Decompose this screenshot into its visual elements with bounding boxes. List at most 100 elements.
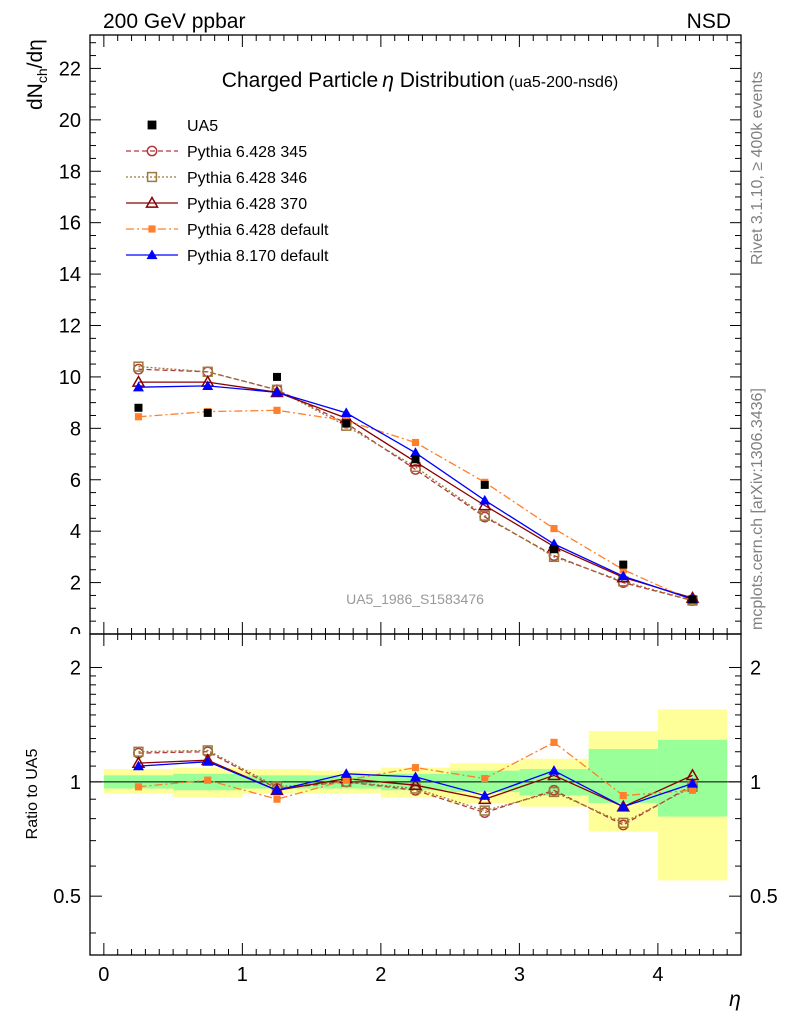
- series-point: [132, 381, 144, 392]
- ratio-series-point: [134, 783, 143, 791]
- legend-label: Pythia 6.428 346: [187, 170, 307, 187]
- ratio-y-tick-label-right: 2: [750, 657, 761, 679]
- ratio-y-tick-label-right: 1: [750, 772, 761, 794]
- analysis-watermark: UA5_1986_S1583476: [346, 591, 484, 607]
- ratio-series-point: [132, 760, 144, 771]
- legend-label: Pythia 8.170 default: [187, 248, 329, 265]
- ratio-series-point: [548, 786, 560, 798]
- y-tick-label-zero: 0: [70, 624, 81, 646]
- legend-label: Pythia 6.428 default: [187, 222, 329, 239]
- legend-marker: [146, 249, 158, 260]
- ratio-series-point: [340, 768, 352, 778]
- data-point: [411, 455, 420, 464]
- series-point: [550, 525, 558, 533]
- x-tick-label: 0: [98, 964, 109, 986]
- data-point: [342, 419, 351, 428]
- ratio-series-point: [410, 771, 421, 782]
- ratio-y-tick-label-right: 0.5: [750, 886, 778, 908]
- series-point: [477, 498, 492, 511]
- main-panel: 2 4 6 8 10 12 14 16 18 20 22 0: [59, 34, 742, 646]
- legend-label: UA5: [187, 118, 218, 135]
- ratio-series-point: [342, 776, 350, 784]
- rivet-version-label: Rivet 3.1.10, ≥ 400k events: [749, 71, 766, 265]
- ratio-series-line: [138, 749, 693, 824]
- header-left-label: 200 GeV ppbar: [103, 10, 245, 33]
- ratio-series-point: [271, 784, 283, 795]
- x-tick-label: 3: [514, 964, 525, 986]
- series-point: [619, 566, 627, 574]
- x-tick-label: 4: [652, 964, 663, 986]
- data-point: [688, 595, 697, 604]
- ratio-y-tick-label-left: 0.5: [53, 886, 81, 908]
- ratio-series-point: [273, 795, 281, 803]
- series-point: [134, 413, 143, 421]
- y-tick-label: 16: [59, 213, 81, 235]
- legend-marker: [145, 195, 159, 208]
- ratio-series-point: [617, 801, 629, 811]
- ratio-series-point: [687, 777, 699, 788]
- data-point: [550, 545, 559, 554]
- series-point: [202, 380, 214, 391]
- y-tick-label: 4: [70, 521, 81, 543]
- data-point: [480, 480, 489, 489]
- ratio-series-point: [479, 807, 491, 818]
- ratio-series-point: [411, 764, 420, 772]
- data-point: [272, 372, 281, 381]
- legend-marker: [148, 225, 156, 233]
- ratio-series-point: [204, 776, 212, 784]
- y-tick-label: 2: [70, 573, 81, 595]
- series-point: [479, 510, 490, 521]
- data-point: [619, 560, 628, 569]
- series-point: [617, 570, 629, 581]
- y-tick-label: 14: [59, 264, 81, 286]
- data-point: [134, 403, 143, 412]
- series-line: [138, 409, 693, 602]
- y-axis-label-ratio: Ratio to UA5: [24, 749, 41, 840]
- y-tick-label: 12: [59, 316, 81, 338]
- series-point: [273, 406, 281, 414]
- ratio-series-point: [619, 791, 627, 800]
- ratio-series-line: [138, 751, 693, 826]
- x-tick-label: 2: [375, 964, 386, 986]
- ratio-y-tick-label-left: 2: [70, 657, 81, 679]
- series-point: [479, 494, 491, 505]
- ratio-series-point: [548, 765, 560, 775]
- ratio-panel: 0 1 2 3 4 0.5 0.5 1 1 2 2: [53, 633, 778, 986]
- chart-title: Charged Particle η Distribution (ua5-200-n…: [222, 69, 618, 92]
- ratio-series-point: [618, 817, 629, 828]
- y-tick-label: 22: [59, 58, 81, 80]
- y-tick-label: 20: [59, 110, 81, 132]
- y-axis-label-main: dNch/dη: [24, 39, 50, 110]
- ratio-series-point: [202, 756, 214, 766]
- header-right-label: NSD: [687, 10, 731, 33]
- legend-marker: [147, 120, 157, 130]
- series-line: [138, 365, 693, 602]
- ratio-y-tick-label-left: 1: [70, 772, 81, 794]
- legend-marker: [146, 171, 158, 183]
- y-tick-label: 18: [59, 161, 81, 183]
- ratio-frame: [89, 633, 742, 956]
- ratio-series-point: [481, 774, 489, 783]
- series-point: [410, 447, 421, 457]
- ratio-series-point: [408, 778, 423, 791]
- x-axis-label: η: [729, 988, 741, 1011]
- ratio-series-point: [550, 738, 558, 746]
- legend: UA5 Pythia 6.428 345 Pythia 6.428 346 Pythi…: [126, 118, 329, 265]
- data-point: [203, 408, 212, 417]
- ratio-series-point: [479, 805, 490, 816]
- series-point: [271, 386, 283, 397]
- legend-marker: [146, 145, 158, 157]
- legend-label: Pythia 6.428 345: [187, 144, 307, 161]
- series-point: [133, 361, 144, 372]
- x-tick-label: 1: [237, 964, 248, 986]
- ratio-series-line: [138, 759, 693, 808]
- y-tick-label: 10: [59, 367, 81, 389]
- ratio-series-point: [479, 790, 491, 800]
- series-line: [138, 385, 693, 600]
- series-point: [411, 438, 420, 447]
- y-tick-label: 6: [70, 470, 81, 492]
- legend-label: Pythia 6.428 370: [187, 196, 307, 213]
- series-line: [138, 381, 693, 599]
- y-tick-label: 8: [70, 418, 81, 440]
